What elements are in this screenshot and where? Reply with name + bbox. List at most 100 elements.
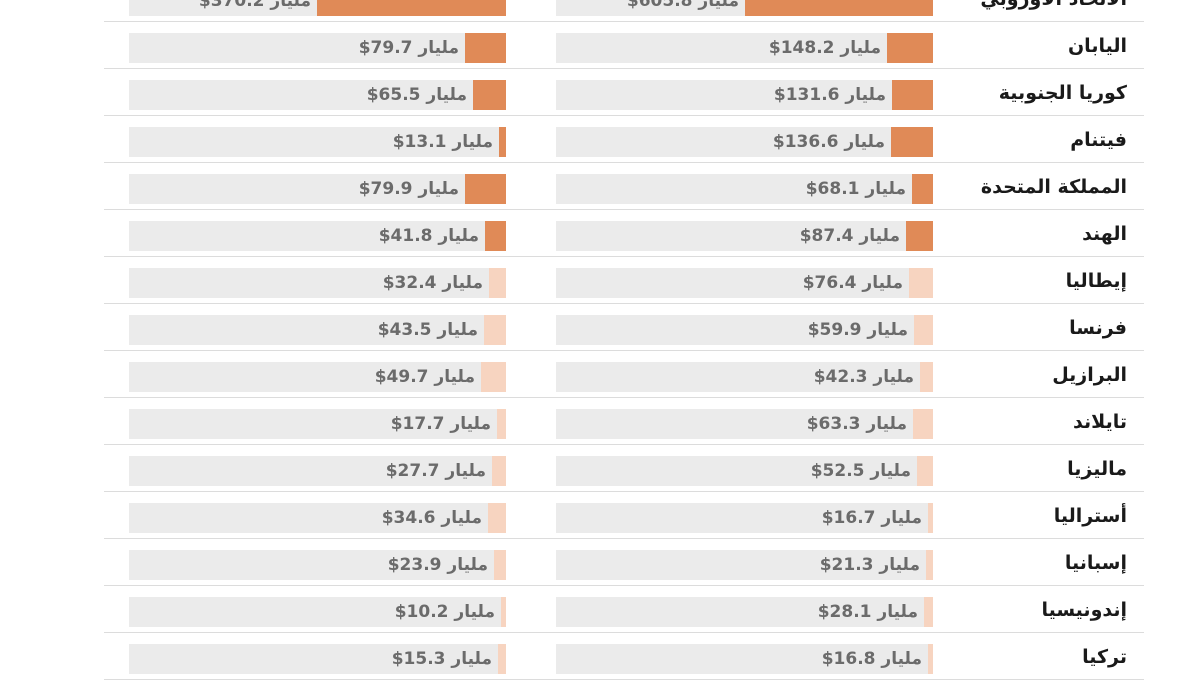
table-row: اليابان $148.2 مليار $79.7 مليار bbox=[104, 23, 1144, 69]
bar bbox=[465, 33, 506, 63]
bar-track bbox=[556, 127, 933, 157]
bar bbox=[501, 597, 506, 627]
bar-track bbox=[129, 456, 506, 486]
table-row: فرنسا $59.9 مليار $43.5 مليار bbox=[104, 305, 1144, 351]
bar bbox=[481, 362, 506, 392]
value-label: $16.7 مليار bbox=[821, 508, 922, 528]
bar-track bbox=[129, 503, 506, 533]
row-divider bbox=[104, 397, 1144, 398]
bar-track bbox=[556, 268, 933, 298]
bar-track bbox=[129, 409, 506, 439]
value-label: $79.7 مليار bbox=[358, 38, 459, 58]
bar bbox=[465, 174, 506, 204]
value-label: $52.5 مليار bbox=[810, 461, 911, 481]
table-row: الاتحاد الأوروبي $605.8 مليار $370.2 مليار bbox=[104, 0, 1144, 22]
table-row: البرازيل $42.3 مليار $49.7 مليار bbox=[104, 352, 1144, 398]
country-label: إسبانيا bbox=[1064, 552, 1127, 574]
bar-track bbox=[556, 362, 933, 392]
value-label: $21.3 مليار bbox=[819, 555, 920, 575]
row-divider bbox=[104, 115, 1144, 116]
value-label: $136.6 مليار bbox=[772, 132, 885, 152]
value-label: $43.5 مليار bbox=[377, 320, 478, 340]
country-label: تايلاند bbox=[1073, 411, 1127, 433]
country-label: البرازيل bbox=[1052, 364, 1127, 386]
bar-track bbox=[556, 0, 933, 16]
value-label: $15.3 مليار bbox=[391, 649, 492, 669]
bar bbox=[920, 362, 933, 392]
bar bbox=[913, 409, 933, 439]
value-label: $49.7 مليار bbox=[374, 367, 475, 387]
value-label: $76.4 مليار bbox=[802, 273, 903, 293]
value-label: $370.2 مليار bbox=[198, 0, 311, 11]
value-label: $42.3 مليار bbox=[813, 367, 914, 387]
value-label: $87.4 مليار bbox=[799, 226, 900, 246]
bar-track bbox=[556, 503, 933, 533]
bar bbox=[485, 221, 506, 251]
bar-track bbox=[129, 597, 506, 627]
value-label: $63.3 مليار bbox=[806, 414, 907, 434]
bar-track bbox=[129, 33, 506, 63]
bar bbox=[494, 550, 506, 580]
row-divider bbox=[104, 303, 1144, 304]
bar bbox=[924, 597, 933, 627]
bar bbox=[928, 503, 933, 533]
table-row: ماليزيا $52.5 مليار $27.7 مليار bbox=[104, 446, 1144, 492]
value-label: $28.1 مليار bbox=[817, 602, 918, 622]
country-label: المملكة المتحدة bbox=[980, 176, 1127, 198]
bar-track bbox=[556, 221, 933, 251]
country-label: أستراليا bbox=[1053, 505, 1127, 527]
country-label: اليابان bbox=[1067, 35, 1127, 57]
table-row: إندونيسيا $28.1 مليار $10.2 مليار bbox=[104, 587, 1144, 633]
bar-track bbox=[129, 644, 506, 674]
row-divider bbox=[104, 491, 1144, 492]
value-label: $59.9 مليار bbox=[807, 320, 908, 340]
country-label: الاتحاد الأوروبي bbox=[947, 0, 1127, 15]
row-divider bbox=[104, 21, 1144, 22]
country-label: الهند bbox=[1082, 223, 1127, 245]
row-divider bbox=[104, 256, 1144, 257]
table-row: إيطاليا $76.4 مليار $32.4 مليار bbox=[104, 258, 1144, 304]
bar bbox=[317, 0, 506, 16]
bar bbox=[917, 456, 933, 486]
country-label: فيتنام bbox=[1070, 129, 1127, 151]
table-row: أستراليا $16.7 مليار $34.6 مليار bbox=[104, 493, 1144, 539]
country-label: تركيا bbox=[1082, 646, 1127, 668]
bar-track bbox=[556, 174, 933, 204]
country-label: إندونيسيا bbox=[1041, 599, 1127, 621]
bar-track bbox=[556, 456, 933, 486]
bar-track bbox=[129, 550, 506, 580]
table-row: فيتنام $136.6 مليار $13.1 مليار bbox=[104, 117, 1144, 163]
bar bbox=[473, 80, 506, 110]
country-label: فرنسا bbox=[1069, 317, 1127, 339]
bar bbox=[926, 550, 933, 580]
row-divider bbox=[104, 209, 1144, 210]
value-label: $10.2 مليار bbox=[394, 602, 495, 622]
bar-track bbox=[129, 268, 506, 298]
value-label: $605.8 مليار bbox=[626, 0, 739, 11]
value-label: $65.5 مليار bbox=[366, 85, 467, 105]
bar bbox=[892, 80, 933, 110]
bar-track bbox=[556, 550, 933, 580]
bar bbox=[928, 644, 933, 674]
bar-track bbox=[129, 80, 506, 110]
bar bbox=[497, 409, 506, 439]
bar bbox=[914, 315, 933, 345]
value-label: $34.6 مليار bbox=[381, 508, 482, 528]
bar bbox=[498, 644, 506, 674]
bar bbox=[909, 268, 933, 298]
table-row: كوريا الجنوبية $131.6 مليار $65.5 مليار bbox=[104, 70, 1144, 116]
bar-track bbox=[556, 80, 933, 110]
bar-track bbox=[129, 221, 506, 251]
table-row: المملكة المتحدة $68.1 مليار $79.9 مليار bbox=[104, 164, 1144, 210]
value-label: $13.1 مليار bbox=[392, 132, 493, 152]
bar-track bbox=[129, 0, 506, 16]
table-row: إسبانيا $21.3 مليار $23.9 مليار bbox=[104, 540, 1144, 586]
value-label: $41.8 مليار bbox=[378, 226, 479, 246]
row-divider bbox=[104, 444, 1144, 445]
bar-track bbox=[556, 33, 933, 63]
bar bbox=[489, 268, 506, 298]
value-label: $16.8 مليار bbox=[821, 649, 922, 669]
value-label: $27.7 مليار bbox=[385, 461, 486, 481]
bar-track bbox=[556, 644, 933, 674]
row-divider bbox=[104, 162, 1144, 163]
